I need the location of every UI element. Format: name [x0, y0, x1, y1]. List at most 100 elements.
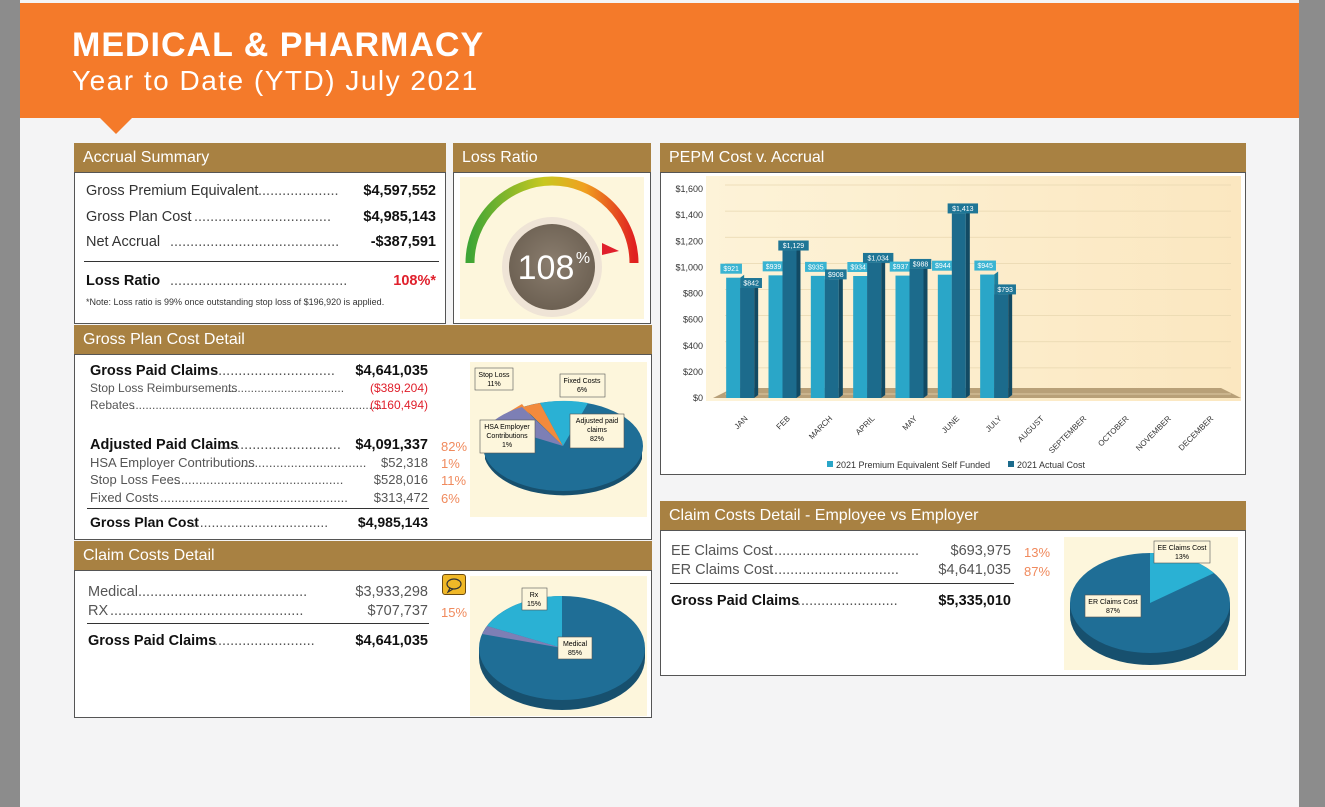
data-label: $1,413	[952, 206, 974, 213]
leader-dots: ...................................	[240, 455, 367, 470]
row-label: Stop Loss Reimbursements	[90, 381, 238, 395]
data-label: $934	[850, 264, 866, 271]
leader-dots: ...................................	[192, 514, 329, 530]
pie-label: Fixed Costs	[564, 378, 601, 385]
legend-swatch-premium	[827, 461, 833, 467]
data-label-box	[932, 260, 954, 271]
pie-label: Medical	[563, 641, 588, 648]
bar	[909, 268, 924, 398]
pie-label: 15%	[527, 601, 541, 608]
y-tick-label: $800	[683, 289, 703, 299]
claim-costs-detail-panel: Medical ................................…	[74, 570, 652, 718]
row-value: $693,975	[950, 543, 1011, 559]
pie-label: 87%	[1106, 608, 1120, 615]
gauge-value: 108	[518, 249, 575, 287]
leader-dots: .................................	[766, 562, 899, 578]
row-label: Rebates	[90, 398, 135, 412]
x-tick-label: SEPTEMBER	[1047, 414, 1088, 455]
data-label-box	[805, 261, 827, 272]
data-label: $921	[723, 266, 739, 273]
y-tick-label: $200	[683, 367, 703, 377]
x-tick-label: AUGUST	[1016, 414, 1046, 444]
chart-floor	[713, 388, 1241, 398]
row-label: ER Claims Cost	[671, 562, 774, 578]
plan-cost-pie-chart: Stop Loss 11% Fixed Costs 6% HSA Employe…	[470, 362, 647, 517]
row-value: ($160,494)	[369, 398, 428, 412]
bar	[853, 275, 868, 398]
row-value: $528,016	[373, 472, 428, 487]
leader-dots: ..................................	[194, 209, 331, 225]
pie-label: EE Claims Cost	[1157, 545, 1206, 552]
y-tick-label: $600	[683, 315, 703, 325]
row-value: $52,318	[381, 455, 428, 470]
row-label: Gross Premium Equivalent	[86, 183, 259, 199]
bar-side	[838, 276, 843, 398]
row-label: Adjusted Paid Claims	[90, 437, 239, 453]
gross-plan-cost-detail-title: Gross Plan Cost Detail	[74, 325, 652, 354]
x-tick-label: NOVEMBER	[1134, 414, 1173, 453]
leader-dots: .........................	[214, 633, 315, 649]
divider	[84, 261, 439, 262]
percent-label: 82%	[441, 439, 468, 454]
data-label: $842	[743, 281, 759, 288]
row-label: Gross Plan Cost	[90, 514, 199, 530]
data-label-box	[889, 261, 912, 272]
y-tick-label: $1,200	[675, 236, 703, 246]
y-tick-label: $1,000	[675, 262, 703, 272]
loss-ratio-title: Loss Ratio	[453, 143, 651, 172]
x-tick-label: DECEMBER	[1177, 414, 1216, 453]
row-value: $5,335,010	[938, 593, 1011, 609]
data-label: $937	[893, 264, 909, 271]
pie-label: 85%	[568, 650, 582, 657]
header-pointer	[100, 118, 132, 134]
loss-ratio-label: Loss Ratio	[86, 273, 161, 289]
leader-dots: .........................	[797, 593, 898, 609]
data-label: $988	[913, 261, 929, 268]
pepm-panel: $0 $200 $400 $600 $800 $1,000 $1,200 $1,400 $1,6…	[660, 172, 1246, 475]
bar-side	[965, 210, 970, 398]
accrual-summary-panel: Gross Premium Equivalent ...............…	[74, 172, 446, 324]
loss-ratio-value: 108%*	[393, 273, 436, 289]
y-tick-label: $1,600	[675, 184, 703, 194]
pie-label: ER Claims Cost	[1088, 599, 1137, 606]
data-label: $1,034	[867, 255, 889, 262]
legend-label-actual: 2021 Actual Cost	[1017, 460, 1086, 470]
row-label: Gross Paid Claims	[671, 593, 800, 609]
percent-label: 1%	[441, 456, 460, 471]
accrual-summary-title: Accrual Summary	[74, 143, 446, 172]
percent-label: 13%	[1024, 545, 1051, 560]
y-tick-label: $400	[683, 341, 703, 351]
comment-icon[interactable]	[442, 574, 466, 595]
pie-label: 13%	[1175, 554, 1189, 561]
percent-label: 15%	[441, 605, 468, 620]
row-value: ($389,204)	[369, 381, 428, 395]
pie-slice-ee	[1150, 553, 1214, 603]
data-label: $944	[935, 263, 951, 270]
row-value: $4,641,035	[938, 562, 1011, 578]
row-label: Fixed Costs	[90, 490, 159, 505]
data-label-box	[909, 258, 932, 269]
divider	[87, 623, 429, 624]
claim-costs-pie-chart: Rx 15% Medical 85%	[470, 576, 647, 716]
x-tick-label: JUNE	[940, 414, 961, 435]
bar-side	[881, 259, 886, 398]
loss-ratio-gauge: 108 %	[460, 176, 644, 319]
data-label: $945	[977, 263, 993, 270]
leader-dots: ........................................…	[170, 273, 348, 289]
row-label: HSA Employer Contributions	[90, 455, 255, 470]
bar	[951, 213, 966, 398]
pie-label: Stop Loss	[478, 372, 510, 379]
x-tick-label: JULY	[984, 414, 1004, 434]
data-label: $1,129	[783, 243, 805, 250]
pie-label: Contributions	[486, 433, 528, 440]
bar	[768, 275, 783, 398]
data-label-box	[862, 252, 894, 263]
data-label-box	[720, 263, 742, 274]
bar	[740, 288, 755, 398]
row-value: $4,597,552	[363, 183, 436, 199]
gauge-unit: %	[576, 250, 590, 267]
x-tick-label: MAY	[901, 414, 920, 433]
legend-label-premium: 2021 Premium Equivalent Self Funded	[836, 460, 990, 470]
data-label-box	[762, 261, 785, 272]
bar	[895, 275, 910, 398]
